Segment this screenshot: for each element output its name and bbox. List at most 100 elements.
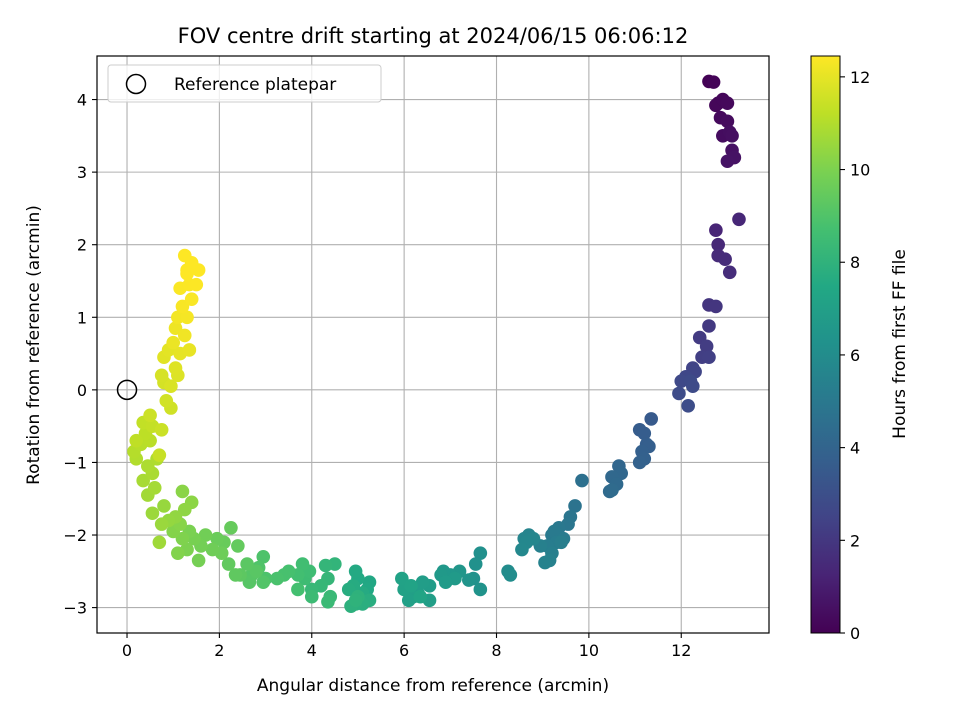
data-point (147, 481, 162, 495)
data-point (554, 535, 568, 550)
data-point (221, 557, 236, 571)
y-axis-ticks: −3 −2 −1 0 1 2 3 4 (63, 91, 97, 618)
data-point (401, 593, 416, 608)
legend: Reference platepar (107, 64, 382, 103)
data-point (415, 575, 430, 589)
data-point (341, 582, 356, 597)
data-point (270, 571, 284, 586)
colorbar-label: Hours from first FF file (890, 249, 910, 439)
data-point (685, 379, 700, 394)
data-point (256, 575, 271, 589)
data-point (348, 593, 363, 608)
data-point (699, 339, 714, 354)
colorbar-tick-label: 4 (850, 439, 860, 458)
data-point (702, 350, 716, 365)
y-tick-label: 0 (77, 381, 87, 400)
x-tick-label: 2 (214, 641, 224, 660)
data-point (575, 473, 589, 488)
data-point (198, 528, 213, 542)
y-tick-label: 2 (77, 236, 87, 255)
data-point (702, 319, 716, 333)
data-point (547, 524, 562, 539)
data-point (154, 517, 169, 531)
data-point (231, 539, 245, 553)
data-point (152, 535, 167, 550)
data-point (568, 499, 582, 513)
data-point (184, 292, 199, 306)
data-point (515, 542, 529, 557)
data-point (141, 459, 155, 473)
data-point (242, 575, 257, 589)
data-point (136, 473, 150, 488)
y-tick-label: 3 (77, 163, 87, 182)
data-point (182, 343, 197, 357)
y-axis-label: Rotation from reference (arcmin) (24, 205, 44, 485)
plot-frame (96, 55, 770, 634)
data-point (348, 564, 363, 579)
data-point (503, 568, 518, 582)
x-tick-label: 12 (671, 641, 691, 660)
colorbar-ticks: 0 2 4 6 8 10 12 (840, 68, 870, 643)
data-point (166, 335, 181, 350)
data-point (304, 589, 319, 604)
data-point (438, 575, 453, 589)
data-point (175, 531, 190, 546)
data-point (461, 573, 476, 587)
data-point (404, 579, 418, 593)
data-point (164, 379, 178, 394)
data-point (180, 266, 194, 281)
data-point (175, 484, 190, 499)
data-point (632, 455, 647, 470)
data-point (168, 321, 183, 335)
data-point (395, 571, 409, 586)
data-point (154, 368, 169, 383)
data-point (224, 520, 238, 535)
x-axis-label: Angular distance from reference (arcmin) (257, 676, 609, 696)
data-point (157, 499, 171, 513)
data-point (189, 277, 204, 292)
data-point (177, 248, 192, 263)
data-point (672, 386, 686, 401)
data-point (175, 299, 190, 314)
data-point (709, 223, 723, 237)
data-point (413, 589, 428, 604)
data-point (318, 558, 333, 573)
data-point (205, 542, 220, 557)
data-point (720, 114, 735, 129)
data-point (191, 553, 206, 568)
data-point (644, 412, 659, 426)
data-point (473, 546, 488, 560)
data-point (711, 237, 725, 252)
data-point (722, 265, 737, 280)
data-point (249, 564, 264, 579)
colorbar-tick-label: 12 (850, 68, 870, 87)
legend-box (107, 64, 382, 103)
x-tick-label: 10 (579, 641, 599, 660)
data-point (291, 582, 305, 597)
data-point (228, 568, 243, 582)
x-tick-label: 6 (399, 641, 409, 660)
x-tick-label: 0 (122, 641, 132, 660)
data-point (321, 594, 335, 609)
data-points (127, 74, 746, 613)
colorbar-tick-label: 10 (850, 161, 870, 180)
data-point (256, 549, 271, 564)
colorbar-tick-label: 0 (850, 624, 860, 643)
y-tick-label: −1 (63, 453, 87, 472)
data-point (177, 502, 192, 517)
colorbar-tick-label: 6 (850, 346, 860, 365)
data-point (145, 506, 160, 521)
reference-point-marker (116, 379, 138, 401)
data-point (637, 426, 652, 441)
colorbar-tick-label: 8 (850, 253, 860, 272)
data-point (720, 96, 735, 110)
data-point (605, 483, 619, 497)
data-point (720, 154, 735, 169)
data-point (210, 531, 224, 546)
data-point (240, 557, 254, 571)
data-point (177, 328, 192, 343)
data-point (718, 252, 732, 267)
data-point (725, 129, 739, 143)
data-point (709, 299, 723, 314)
